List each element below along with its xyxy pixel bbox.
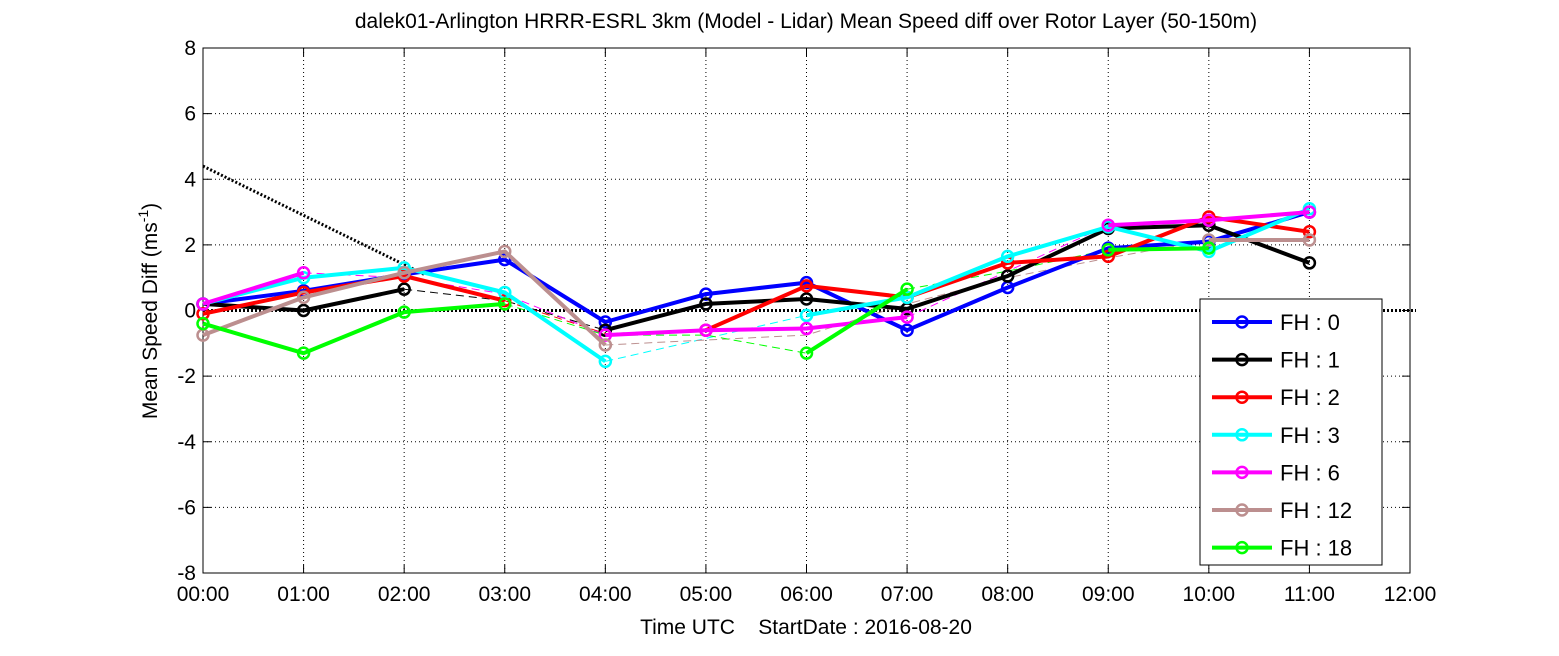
legend-entry-label: FH : 6 bbox=[1280, 460, 1340, 485]
x-tick-label: 04:00 bbox=[579, 583, 632, 606]
x-tick-label: 10:00 bbox=[1183, 583, 1236, 606]
data-point-marker bbox=[296, 290, 311, 305]
x-tick-label: 02:00 bbox=[378, 583, 431, 606]
data-point-marker bbox=[900, 290, 914, 305]
series-dashed-connector bbox=[605, 314, 807, 362]
legend-marker bbox=[1235, 465, 1249, 480]
data-point-marker bbox=[1101, 243, 1115, 257]
series-dashed-connector bbox=[404, 288, 606, 331]
series-line bbox=[1108, 246, 1209, 252]
data-point-marker bbox=[598, 354, 613, 369]
axes: 00:00 01:00 02:00 03:00 04:00 05:00 06:00 07:00… bbox=[177, 37, 1437, 606]
legend-entry-label: FH : 3 bbox=[1280, 423, 1340, 448]
x-tick-label: 09:00 bbox=[1082, 583, 1135, 606]
series-line bbox=[202, 249, 607, 347]
data-point-marker bbox=[296, 346, 311, 360]
y-tick-label: 6 bbox=[184, 103, 196, 126]
data-point-marker bbox=[397, 305, 411, 319]
data-point-marker bbox=[1302, 225, 1317, 239]
legend-entry-label: FH : 2 bbox=[1280, 385, 1340, 410]
y-axis-label: Mean Speed Diff (ms-1) bbox=[135, 203, 162, 419]
y-tick-label: -2 bbox=[177, 365, 196, 388]
legend-marker bbox=[1235, 503, 1249, 517]
data-point-marker bbox=[397, 282, 411, 296]
data-point-marker bbox=[1302, 233, 1317, 247]
data-point-marker bbox=[699, 297, 713, 311]
legend-marker bbox=[1235, 352, 1249, 367]
trend-reference-line bbox=[202, 164, 425, 276]
series-dashed-connector bbox=[504, 303, 807, 354]
data-point-marker bbox=[598, 338, 613, 352]
data-point-marker bbox=[1202, 233, 1216, 247]
data-point-marker bbox=[1000, 249, 1015, 264]
plot-series bbox=[196, 202, 1317, 369]
x-tick-label: 01:00 bbox=[277, 583, 330, 606]
data-point-marker bbox=[196, 297, 210, 311]
series-line bbox=[1108, 210, 1310, 228]
y-axis-label-main: Mean Speed Diff (ms bbox=[139, 222, 162, 419]
data-point-marker bbox=[1302, 256, 1317, 270]
reference-lines bbox=[202, 164, 1416, 312]
x-tick-label: 00:00 bbox=[177, 583, 230, 606]
x-tick-label: 11:00 bbox=[1284, 583, 1335, 606]
x-tick-label: 05:00 bbox=[680, 583, 733, 606]
y-tick-label: -8 bbox=[177, 562, 196, 585]
data-point-marker bbox=[1202, 213, 1216, 228]
series-line bbox=[604, 223, 1311, 333]
legend: FH : 0 FH : 1 FH : 2 FH : 3 FH : 6 FH : 12 FH … bbox=[1199, 298, 1383, 566]
svg-text:Mean Speed Diff (ms-1): Mean Speed Diff (ms-1) bbox=[135, 203, 162, 419]
data-point-marker bbox=[799, 321, 814, 336]
data-point-marker bbox=[1302, 205, 1317, 219]
data-point-marker bbox=[900, 310, 914, 324]
data-point-marker bbox=[296, 266, 311, 280]
data-point-marker bbox=[900, 282, 914, 296]
data-point-marker bbox=[900, 323, 914, 337]
data-point-marker bbox=[799, 292, 814, 306]
chart-title: dalek01-Arlington HRRR-ESRL 3km (Model -… bbox=[355, 10, 1257, 33]
y-axis-label-unit-exponent: -1 bbox=[135, 210, 151, 223]
y-axis-label-end: ) bbox=[139, 203, 162, 210]
y-tick-label: -6 bbox=[177, 496, 196, 519]
y-tick-label: 4 bbox=[184, 168, 196, 191]
series-line bbox=[805, 287, 909, 355]
x-axis-label: Time UTC StartDate : 2016-08-20 bbox=[640, 616, 972, 639]
data-point-marker bbox=[498, 297, 512, 311]
legend-box bbox=[1199, 298, 1383, 566]
data-point-marker bbox=[296, 270, 311, 285]
data-point-marker bbox=[1101, 218, 1115, 232]
legend-entry-label: FH : 18 bbox=[1280, 536, 1352, 561]
x-tick-label: 08:00 bbox=[981, 583, 1034, 606]
legend-entry-label: FH : 1 bbox=[1280, 348, 1340, 373]
legend-entry-label: FH : 0 bbox=[1280, 310, 1340, 335]
data-point-marker bbox=[1000, 269, 1015, 283]
data-point-marker bbox=[799, 346, 814, 360]
x-tick-label: 06:00 bbox=[780, 583, 833, 606]
data-point-marker bbox=[598, 315, 613, 329]
x-tick-label: 12:00 bbox=[1384, 583, 1437, 606]
legend-marker bbox=[1235, 540, 1249, 555]
data-point-marker bbox=[1101, 249, 1115, 264]
y-tick-label: 8 bbox=[184, 37, 196, 60]
data-point-marker bbox=[498, 244, 512, 259]
data-point-marker bbox=[296, 303, 311, 318]
data-point-marker bbox=[397, 266, 411, 280]
y-tick-label: -4 bbox=[177, 431, 196, 454]
legend-marker bbox=[1235, 428, 1249, 442]
y-tick-label: 2 bbox=[184, 234, 196, 257]
series-line bbox=[202, 270, 305, 306]
legend-marker bbox=[1235, 315, 1249, 329]
data-point-marker bbox=[799, 308, 814, 323]
legend-marker bbox=[1235, 390, 1249, 404]
series-line bbox=[202, 301, 505, 356]
data-point-marker bbox=[699, 323, 713, 337]
data-point-marker bbox=[1202, 241, 1216, 255]
data-point-marker bbox=[196, 316, 210, 331]
data-point-marker bbox=[799, 279, 814, 293]
y-tick-label: 0 bbox=[184, 300, 196, 323]
legend-entry-label: FH : 12 bbox=[1280, 498, 1352, 523]
x-tick-label: 07:00 bbox=[881, 583, 934, 606]
x-tick-label: 03:00 bbox=[478, 583, 531, 606]
data-point-marker bbox=[498, 252, 512, 267]
